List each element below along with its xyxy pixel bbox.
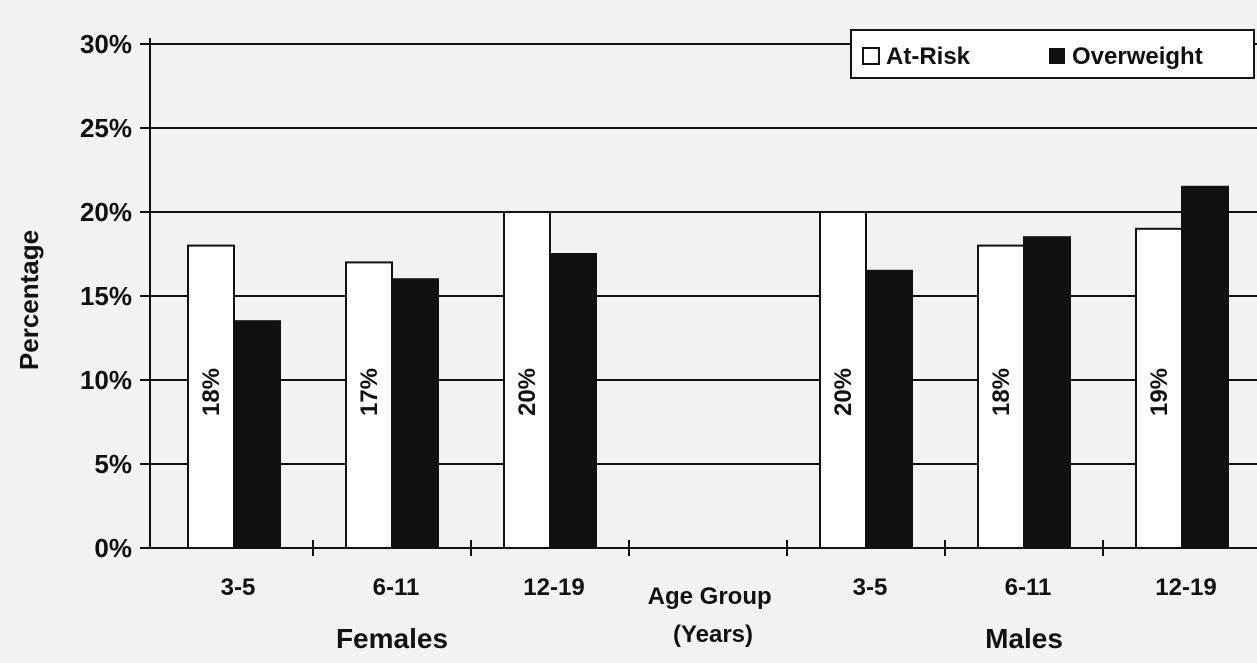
- y-tick-label: 15%: [80, 281, 132, 311]
- bar-overweight: [391, 278, 439, 549]
- y-tick-label: 5%: [94, 449, 132, 479]
- bar-value-label: 19%: [1146, 368, 1173, 416]
- bar-value-label: 18%: [198, 368, 225, 416]
- bar-overweight: [233, 320, 281, 550]
- y-tick-labels: 0% 5% 10% 15% 20% 25% 30%: [80, 29, 132, 563]
- y-tick-label: 0%: [94, 533, 132, 563]
- group-label: Females: [336, 623, 448, 654]
- axes: [140, 38, 1257, 556]
- bar-value-label: 18%: [988, 368, 1015, 416]
- x-category-label: 3-5: [221, 574, 256, 601]
- gridlines: [150, 43, 1257, 465]
- bar-at-risk: [977, 244, 1025, 549]
- bars: [187, 185, 1229, 550]
- x-category-label: 6-11: [373, 574, 420, 601]
- group-label: Males: [985, 623, 1063, 654]
- group-labels: Females Males: [336, 623, 1063, 654]
- x-category-label: 12-19: [523, 574, 584, 601]
- bar-labels: 18% 17% 20% 20% 18% 19%: [198, 368, 1173, 416]
- legend-swatch-overweight: [1049, 48, 1065, 64]
- x-category-labels: 3-5 6-11 12-19 3-5 6-11 12-19: [221, 574, 1217, 601]
- legend-swatch-at-risk: [862, 47, 880, 65]
- legend-label-at-risk: At-Risk: [886, 43, 971, 70]
- bar-overweight: [1181, 185, 1229, 550]
- bar-value-label: 17%: [356, 368, 383, 416]
- bar-value-label: 20%: [514, 368, 541, 416]
- bar-at-risk: [1135, 227, 1183, 550]
- y-tick-label: 20%: [80, 197, 132, 227]
- y-tick-label: 10%: [80, 365, 132, 395]
- legend-label-overweight: Overweight: [1072, 43, 1203, 70]
- bar-value-label: 20%: [830, 368, 857, 416]
- x-axis-title-line-1: Age Group: [648, 583, 772, 610]
- x-category-label: 6-11: [1005, 574, 1052, 601]
- legend: At-Risk Overweight: [850, 29, 1255, 79]
- y-tick-label: 30%: [80, 29, 132, 59]
- x-category-label: 3-5: [853, 574, 888, 601]
- bar-overweight: [865, 269, 913, 549]
- y-axis-title: Percentage: [14, 230, 44, 370]
- y-tick-label: 25%: [80, 113, 132, 143]
- x-axis-title: Age Group (Years): [648, 583, 779, 648]
- x-category-label: 12-19: [1155, 574, 1216, 601]
- bar-overweight: [549, 253, 597, 549]
- bar-overweight: [1023, 236, 1071, 549]
- x-axis-title-line-2: (Years): [673, 621, 753, 648]
